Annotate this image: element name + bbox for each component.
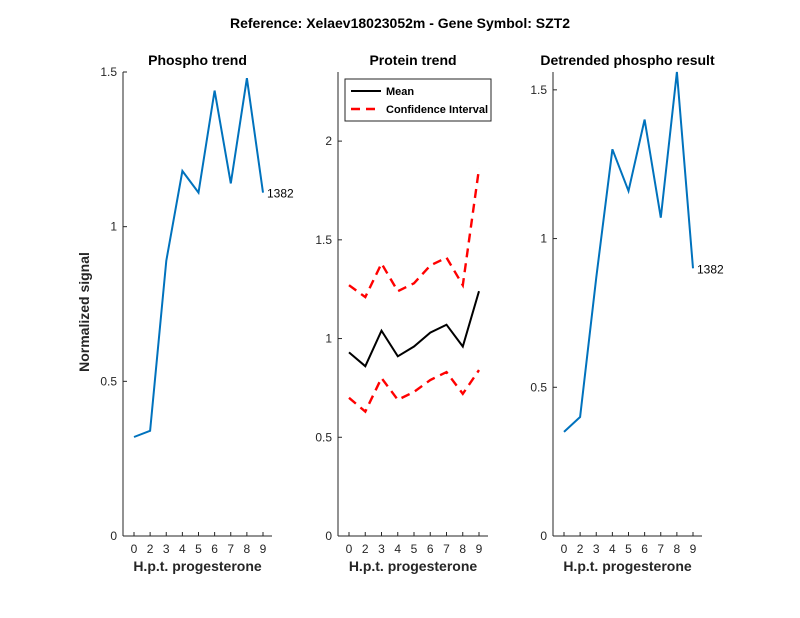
x-tick-label: 9	[690, 542, 697, 556]
x-tick-label: 7	[657, 542, 664, 556]
y-tick-label: 1.5	[100, 65, 117, 79]
x-tick-label: 6	[211, 542, 218, 556]
x-tick-label: 0	[346, 542, 353, 556]
x-tick-label: 3	[593, 542, 600, 556]
x-tick-label: 7	[443, 542, 450, 556]
x-tick-label: 9	[476, 542, 483, 556]
series-line-signal	[133, 78, 264, 438]
x-tick-label: 3	[378, 542, 385, 556]
figure-title: Reference: Xelaev18023052m - Gene Symbol…	[230, 15, 570, 31]
x-tick-label: 7	[227, 542, 234, 556]
legend-entry: Mean	[386, 86, 414, 98]
axes-title: Protein trend	[369, 52, 456, 68]
x-tick-label: 4	[609, 542, 616, 556]
x-tick-label: 4	[394, 542, 401, 556]
x-axis-label: H.p.t. progesterone	[349, 558, 478, 574]
series-annotation: 1382	[697, 262, 724, 276]
x-tick-label: 6	[641, 542, 648, 556]
x-tick-label: 5	[625, 542, 632, 556]
y-tick-label: 0.5	[530, 380, 547, 394]
series-line-mean	[348, 290, 480, 368]
y-tick-label: 0.5	[100, 374, 117, 388]
x-axis-label: H.p.t. progesterone	[133, 558, 262, 574]
x-axis-label: H.p.t. progesterone	[563, 558, 692, 574]
x-tick-label: 5	[411, 542, 418, 556]
x-tick-label: 2	[362, 542, 369, 556]
legend-box	[344, 78, 492, 122]
series-line-confidence-interval	[348, 168, 481, 299]
axes-title: Phospho trend	[148, 52, 247, 68]
y-tick-label: 1	[325, 332, 332, 346]
x-tick-label: 4	[179, 542, 186, 556]
y-tick-label: 0	[540, 529, 547, 543]
y-tick-label: 1.5	[530, 83, 547, 97]
y-tick-label: 0	[110, 529, 117, 543]
y-tick-label: 0.5	[315, 430, 332, 444]
x-tick-label: 6	[427, 542, 434, 556]
y-tick-label: 0	[325, 529, 332, 543]
y-axis-label: Normalized signal	[76, 252, 92, 372]
y-tick-label: 1	[110, 220, 117, 234]
x-tick-label: 8	[244, 542, 251, 556]
y-tick-label: 2	[325, 134, 332, 148]
y-tick-label: 1	[540, 232, 547, 246]
x-tick-label: 8	[674, 542, 681, 556]
x-tick-label: 9	[260, 542, 267, 556]
legend-entry: Confidence Interval	[386, 104, 488, 116]
x-tick-label: 2	[577, 542, 584, 556]
legend: Mean Confidence Interval	[344, 78, 492, 122]
x-tick-label: 3	[163, 542, 170, 556]
series-line-signal	[563, 71, 694, 433]
series-line-confidence-interval	[348, 369, 480, 414]
x-tick-label: 0	[131, 542, 138, 556]
axes-title: Detrended phospho result	[540, 52, 715, 68]
y-tick-label: 1.5	[315, 233, 332, 247]
x-tick-label: 8	[459, 542, 466, 556]
x-tick-label: 2	[147, 542, 154, 556]
series-annotation: 1382	[267, 187, 294, 201]
x-tick-label: 0	[561, 542, 568, 556]
x-tick-label: 5	[195, 542, 202, 556]
